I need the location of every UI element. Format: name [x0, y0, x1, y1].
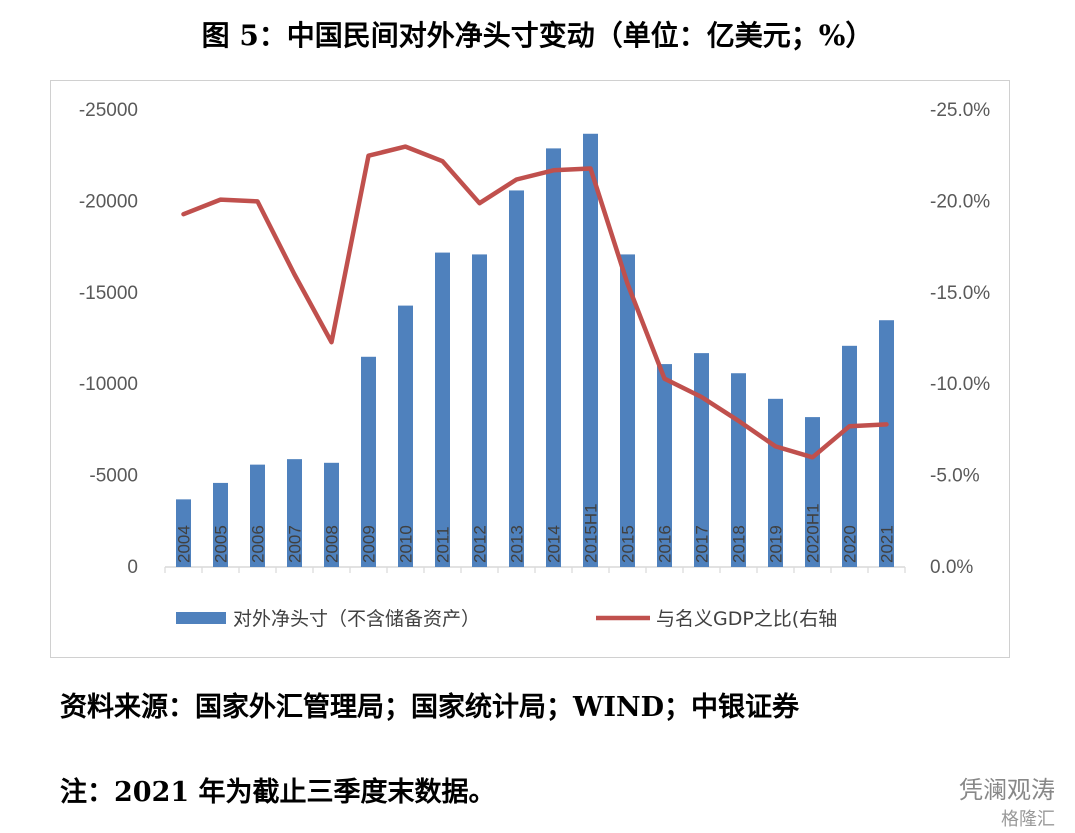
bar [176, 499, 191, 567]
x-tick-label: 2016 [656, 525, 675, 563]
x-tick-label: 2014 [545, 525, 564, 563]
x-tick-label: 2015 [619, 525, 638, 563]
legend-line-label: 与名义GDP之比(右轴 [656, 608, 837, 630]
watermark-logo: 格隆汇 [1001, 809, 1055, 830]
y-right-tick-label: -5.0% [930, 466, 980, 487]
x-tick-label: 2020 [841, 525, 860, 563]
x-tick-label: 2008 [323, 525, 342, 563]
x-tick-label: 2009 [360, 525, 379, 563]
x-tick-label: 2011 [434, 526, 453, 563]
x-tick-label: 2013 [508, 525, 527, 563]
series-line-gdp-ratio [181, 144, 889, 460]
legend-bar-swatch [176, 612, 226, 624]
y-right-tick-label: -15.0% [930, 283, 990, 304]
bar [361, 356, 376, 567]
bar [583, 133, 598, 567]
y-left-tick-label: -25000 [79, 100, 138, 121]
source-note: 资料来源：国家外汇管理局；国家统计局；WIND；中银证券 [60, 692, 800, 723]
x-tick-label: 2010 [397, 525, 416, 563]
y-right-tick-label: 0.0% [930, 557, 973, 578]
x-tick-label: 2017 [693, 525, 712, 563]
footnote: 注：2021 年为截止三季度末数据。 [60, 777, 496, 808]
watermark: 凭澜观涛 [959, 776, 1055, 804]
x-tick-label: 2018 [730, 525, 749, 563]
x-tick-label: 2020H1 [804, 503, 823, 563]
y-left-tick-label: -10000 [79, 374, 138, 395]
chart-frame [50, 80, 1010, 658]
y-left-tick-label: -5000 [89, 466, 138, 487]
bar [694, 353, 709, 567]
x-tick-label: 2021 [878, 525, 897, 563]
y-left-tick-label: -15000 [79, 283, 138, 304]
y-left-tick-label: 0 [127, 557, 138, 578]
chart-title: 图 5：中国民间对外净头寸变动（单位：亿美元；%） [201, 19, 874, 52]
bar [287, 459, 302, 567]
y-right-tick-label: -20.0% [930, 191, 990, 212]
y-right-tick-label: -10.0% [930, 374, 990, 395]
bar [509, 190, 524, 567]
bar [768, 398, 783, 567]
bar [250, 464, 265, 567]
bar [657, 364, 672, 567]
x-tick-label: 2007 [286, 525, 305, 563]
x-tick-label: 2005 [212, 525, 231, 563]
x-tick-label: 2006 [249, 525, 268, 563]
bar [435, 252, 450, 568]
x-tick-label: 2004 [175, 525, 194, 563]
bar [398, 305, 413, 567]
bar [324, 462, 339, 567]
bar [546, 148, 561, 567]
bar [620, 254, 635, 568]
x-tick-label: 2012 [471, 525, 490, 563]
y-left-tick-label: -20000 [79, 191, 138, 212]
x-tick-label: 2015H1 [582, 503, 601, 563]
bar [213, 482, 228, 567]
bar [879, 320, 894, 567]
y-right-tick-label: -25.0% [930, 100, 990, 121]
bar [842, 345, 857, 567]
legend-bar-label: 对外净头寸（不含储备资产） [233, 608, 480, 630]
x-tick-label: 2019 [767, 525, 786, 563]
bar [472, 254, 487, 568]
